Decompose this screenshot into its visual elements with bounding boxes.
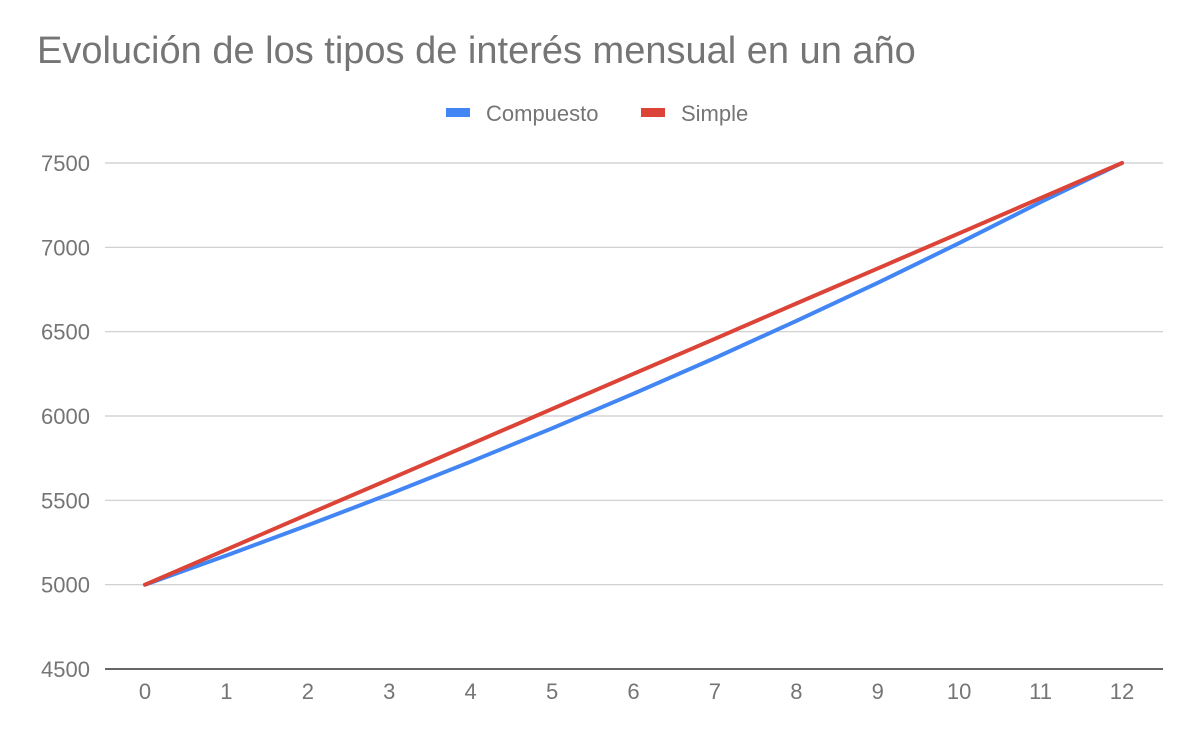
x-tick-label: 4 — [465, 679, 477, 704]
y-axis-ticks: 4500 5000 5500 6000 6500 7000 7500 — [41, 151, 90, 682]
x-tick-label: 8 — [790, 679, 802, 704]
x-tick-label: 2 — [302, 679, 314, 704]
y-tick-label: 5000 — [41, 573, 90, 598]
x-tick-label: 12 — [1110, 679, 1134, 704]
chart-legend: Compuesto Simple — [446, 101, 748, 126]
x-axis-ticks: 0 1 2 3 4 5 6 7 8 9 10 11 12 — [139, 679, 1134, 704]
x-tick-label: 6 — [627, 679, 639, 704]
legend-swatch — [446, 108, 470, 117]
y-tick-label: 6000 — [41, 404, 90, 429]
x-tick-label: 7 — [709, 679, 721, 704]
series-lines — [143, 161, 1124, 587]
x-tick-label: 9 — [872, 679, 884, 704]
series-line-simple — [143, 161, 1124, 587]
x-tick-label: 1 — [220, 679, 232, 704]
y-tick-label: 6500 — [41, 320, 90, 345]
y-tick-label: 4500 — [41, 657, 90, 682]
legend-label: Compuesto — [486, 101, 599, 126]
x-tick-label: 10 — [947, 679, 971, 704]
x-tick-label: 11 — [1029, 679, 1052, 704]
x-tick-label: 5 — [546, 679, 558, 704]
y-tick-label: 7000 — [41, 235, 90, 260]
legend-swatch — [641, 108, 665, 117]
x-tick-label: 3 — [383, 679, 395, 704]
y-tick-label: 7500 — [41, 151, 90, 176]
x-tick-label: 0 — [139, 679, 151, 704]
legend-label: Simple — [681, 101, 748, 126]
y-tick-label: 5500 — [41, 488, 90, 513]
chart-title: Evolución de los tipos de interés mensua… — [37, 30, 916, 72]
gridlines — [105, 162, 1163, 670]
series-line-compuesto — [143, 161, 1124, 587]
